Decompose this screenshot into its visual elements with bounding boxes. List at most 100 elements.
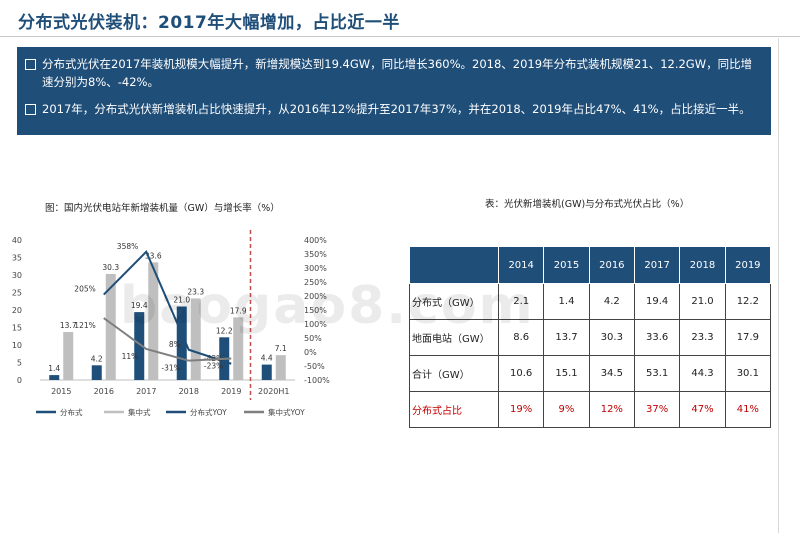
dist-yoy-label: 358% bbox=[117, 242, 138, 251]
summary-panel: 分布式光伏在2017年装机规模大幅提升，新增规模达到19.4GW，同比增长360… bbox=[17, 47, 771, 135]
dist-yoy-line bbox=[103, 250, 232, 365]
bar-centralized-label: 33.6 bbox=[145, 251, 162, 260]
table-cell: 23.3 bbox=[679, 319, 726, 356]
y2-tick-label: -50% bbox=[304, 362, 325, 371]
x-tick-label: 2019 bbox=[221, 387, 241, 396]
table-cell: 33.6 bbox=[633, 319, 681, 356]
y-tick-label: 25 bbox=[12, 289, 22, 298]
legend-label: 集中式 bbox=[128, 407, 151, 417]
bar-centralized-label: 23.3 bbox=[187, 287, 204, 296]
central-yoy-label: -23% bbox=[204, 361, 223, 370]
bar-centralized-label: 7.1 bbox=[275, 344, 287, 353]
bar-distributed-label: 19.4 bbox=[131, 301, 148, 310]
bar-centralized-label: 13.7 bbox=[60, 321, 77, 330]
y2-tick-label: 350% bbox=[304, 250, 327, 259]
legend-label: 分布式YOY bbox=[190, 407, 227, 417]
table-cell: 15.1 bbox=[543, 355, 590, 392]
central-yoy-line bbox=[103, 317, 232, 362]
y-tick-label: 0 bbox=[17, 376, 22, 385]
bar-centralized bbox=[148, 262, 159, 380]
table-cell: 34.5 bbox=[588, 355, 635, 392]
x-tick-label: 2016 bbox=[94, 387, 114, 396]
dist-yoy-label: 205% bbox=[74, 285, 95, 294]
bar-distributed bbox=[91, 365, 102, 380]
table-cell: 10.6 bbox=[497, 355, 545, 392]
table-cell: 19.4 bbox=[633, 283, 681, 320]
title-divider bbox=[0, 36, 800, 37]
table-row: 分布式占比 19% 9% 12% 37% 47% 41% bbox=[409, 391, 772, 428]
chart-title: 图：国内光伏电站年新增装机量（GW）与增长率（%） bbox=[45, 203, 280, 214]
dist-yoy-label: 8% bbox=[169, 340, 181, 349]
y-tick-label: 20 bbox=[12, 306, 22, 315]
y-tick-label: 35 bbox=[12, 254, 22, 263]
table-cell: 19% bbox=[497, 391, 545, 428]
y2-tick-label: 50% bbox=[304, 334, 322, 343]
table-cell: 53.1 bbox=[633, 355, 681, 392]
central-yoy-label: 121% bbox=[74, 321, 95, 330]
bar-centralized bbox=[275, 355, 286, 380]
bar-distributed-label: 21.0 bbox=[173, 296, 190, 305]
bar-centralized bbox=[63, 332, 74, 380]
table-cell: 17.9 bbox=[724, 319, 772, 356]
table-cell: 1.4 bbox=[543, 283, 590, 320]
table-cell: 30.3 bbox=[588, 319, 635, 356]
row-label: 分布式占比 bbox=[409, 391, 499, 428]
table-header-cell: 2019 bbox=[724, 246, 772, 284]
table-cell: 44.3 bbox=[679, 355, 726, 392]
checkbox-bullet-icon bbox=[25, 59, 36, 70]
table-row: 分布式（GW） 2.1 1.4 4.2 19.4 21.0 12.2 bbox=[409, 283, 772, 320]
bar-centralized bbox=[190, 298, 201, 380]
x-tick-label: 2015 bbox=[51, 387, 71, 396]
installation-table: 2014 2015 2016 2017 2018 2019 分布式（GW） 2.… bbox=[409, 246, 772, 428]
bar-distributed-label: 4.4 bbox=[261, 354, 273, 363]
bar-distributed bbox=[261, 364, 272, 380]
summary-point: 2017年，分布式光伏新增装机占比快速提升，从2016年12%提升至2017年3… bbox=[25, 100, 761, 118]
checkbox-bullet-icon bbox=[25, 104, 36, 115]
installation-chart: 0 5 10 15 20 25 30 35 40 -100% -50% 0% 50% 100% 150% 20… bbox=[12, 230, 330, 417]
bar-distributed bbox=[176, 306, 187, 380]
x-tick-label: 2020H1 bbox=[258, 387, 289, 396]
y-tick-label: 5 bbox=[17, 359, 22, 368]
table-cell: 4.2 bbox=[588, 283, 635, 320]
bar-centralized-label: 30.3 bbox=[102, 263, 119, 272]
y-tick-label: 30 bbox=[12, 271, 22, 280]
table-header-row: 2014 2015 2016 2017 2018 2019 bbox=[409, 246, 772, 284]
table-cell: 21.0 bbox=[679, 283, 726, 320]
y-tick-label: 40 bbox=[12, 236, 22, 245]
bar-centralized-label: 17.9 bbox=[230, 306, 247, 315]
central-yoy-label: -31% bbox=[161, 364, 180, 373]
y2-tick-label: 300% bbox=[304, 264, 327, 273]
y2-tick-label: 200% bbox=[304, 292, 327, 301]
row-label: 地面电站（GW） bbox=[409, 319, 499, 356]
y-tick-label: 10 bbox=[12, 341, 22, 350]
table-cell: 47% bbox=[679, 391, 726, 428]
table-row: 合计（GW） 10.6 15.1 34.5 53.1 44.3 30.1 bbox=[409, 355, 772, 392]
dist-yoy-label: -42% bbox=[204, 354, 223, 363]
summary-text: 2017年，分布式光伏新增装机占比快速提升，从2016年12%提升至2017年3… bbox=[42, 102, 751, 116]
table-cell: 8.6 bbox=[497, 319, 545, 356]
y2-tick-label: 250% bbox=[304, 278, 327, 287]
table-header-cell: 2016 bbox=[588, 246, 635, 284]
table-cell: 12.2 bbox=[724, 283, 772, 320]
summary-point: 分布式光伏在2017年装机规模大幅提升，新增规模达到19.4GW，同比增长360… bbox=[25, 55, 761, 91]
bar-distributed bbox=[134, 312, 145, 380]
y2-tick-label: 0% bbox=[304, 348, 317, 357]
table-header-cell bbox=[409, 246, 499, 284]
bar-distributed-label: 1.4 bbox=[48, 364, 60, 373]
y-tick-label: 15 bbox=[12, 324, 22, 333]
table-cell: 41% bbox=[724, 391, 772, 428]
table-cell: 30.1 bbox=[724, 355, 772, 392]
bar-distributed-label: 4.2 bbox=[91, 354, 103, 363]
table-row: 地面电站（GW） 8.6 13.7 30.3 33.6 23.3 17.9 bbox=[409, 319, 772, 356]
y2-tick-label: 400% bbox=[304, 236, 327, 245]
bar-distributed bbox=[49, 375, 60, 380]
table-cell: 37% bbox=[633, 391, 681, 428]
bar-distributed-label: 12.2 bbox=[216, 326, 233, 335]
table-header-cell: 2015 bbox=[543, 246, 590, 284]
summary-text: 分布式光伏在2017年装机规模大幅提升，新增规模达到19.4GW，同比增长360… bbox=[42, 57, 753, 89]
central-yoy-label: 11% bbox=[122, 352, 139, 361]
y2-tick-label: 150% bbox=[304, 306, 327, 315]
watermark: baogao8.com bbox=[120, 276, 535, 336]
row-label: 合计（GW） bbox=[409, 355, 499, 392]
table-cell: 12% bbox=[588, 391, 635, 428]
